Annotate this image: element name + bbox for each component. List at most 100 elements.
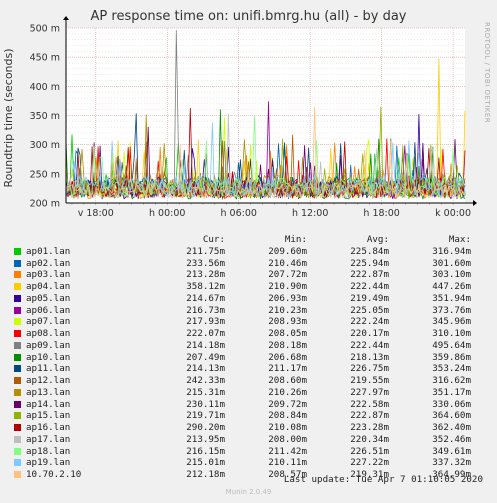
legend-row: ap15.lan 219.71m 208.84m 222.87m 364.60m [14, 410, 484, 422]
legend-max: 349.61m [432, 445, 471, 457]
legend-cur: 215.01m [186, 457, 225, 469]
x-axis-arrow [473, 200, 477, 206]
legend-min: 206.68m [268, 351, 307, 363]
legend-swatch [14, 294, 21, 302]
legend-row: ap14.lan 230.11m 209.72m 222.58m 330.06m [14, 399, 484, 411]
legend-min: 208.60m [268, 375, 307, 386]
legend-avg: 219.49m [350, 292, 389, 304]
legend-row: ap07.lan 217.93m 208.93m 222.24m 345.96m [14, 316, 484, 328]
legend-series-name: ap14.lan [26, 398, 71, 410]
legend-cur: 230.11m [186, 398, 225, 410]
legend-series-name: ap06.lan [26, 304, 71, 316]
legend-swatch [14, 330, 21, 337]
legend-series-name: ap08.lan [26, 328, 71, 339]
y-tick-label: 300 m [30, 140, 60, 151]
legend-max: 345.96m [432, 316, 471, 328]
legend-min: 208.00m [268, 433, 307, 445]
legend-row: ap03.lan 213.28m 207.72m 222.87m 303.10m [14, 269, 484, 281]
legend-cur: 219.71m [186, 410, 225, 422]
legend-swatch [14, 424, 21, 431]
legend-min: 207.72m [268, 269, 307, 281]
legend-max: 352.46m [432, 433, 471, 445]
legend-cur: 358.12m [186, 281, 225, 292]
legend-swatch [14, 365, 21, 373]
series-line [65, 122, 466, 198]
legend-row: ap17.lan 213.95m 208.00m 220.34m 352.46m [14, 434, 484, 446]
legend-swatch [14, 283, 21, 290]
legend-header-avg: Avg: [366, 234, 389, 245]
legend-row: ap13.lan 215.31m 210.26m 227.97m 351.17m [14, 387, 484, 399]
legend-swatch [14, 259, 21, 267]
legend-cur: 207.49m [186, 351, 225, 363]
legend-series-name: ap12.lan [26, 375, 71, 386]
legend-swatch [14, 388, 21, 396]
legend-row: ap04.lan 358.12m 210.90m 222.44m 447.26m [14, 281, 484, 293]
legend-series-name: ap18.lan [26, 445, 71, 457]
legend-min: 208.18m [268, 339, 307, 351]
legend-swatch [14, 353, 21, 361]
legend-max: 310.10m [432, 328, 471, 339]
legend-max: 330.06m [432, 398, 471, 410]
x-tick-label: k 00:00 [435, 208, 471, 219]
legend-cur: 215.31m [186, 386, 225, 398]
legend-swatch [14, 271, 21, 279]
legend-series-name: ap03.lan [26, 269, 71, 281]
legend-min: 206.93m [268, 292, 307, 304]
legend-swatch [14, 447, 21, 455]
legend-max: 303.10m [432, 269, 471, 281]
legend-row: ap16.lan 290.20m 210.08m 223.28m 362.40m [14, 422, 484, 434]
legend-swatch [14, 306, 21, 314]
legend-cur: 242.33m [186, 375, 225, 386]
legend-series-name: ap02.lan [26, 257, 71, 269]
legend-max: 353.24m [432, 363, 471, 375]
legend-min: 210.46m [268, 257, 307, 269]
chart-title: AP response time on: unifi.bmrg.hu (all)… [90, 9, 407, 24]
legend-max: 337.32m [432, 457, 471, 469]
legend-series-name: ap09.lan [26, 339, 71, 351]
legend-max: 362.40m [432, 422, 471, 433]
x-tick-label: h 06:00 [220, 208, 256, 219]
legend-max: 373.76m [432, 304, 471, 316]
legend-swatch [14, 435, 21, 443]
legend-min: 211.17m [268, 363, 307, 375]
x-tick-label: v 18:00 [78, 208, 114, 219]
last-update: Last update: Tue Apr 7 01:10:05 2020 [283, 474, 483, 485]
legend-min: 209.60m [268, 245, 307, 257]
legend-row: ap01.lan 211.75m 209.60m 225.84m 316.94m [14, 246, 484, 258]
legend-cur: 214.67m [186, 292, 225, 304]
legend-max: 364.60m [432, 410, 471, 422]
legend-avg: 227.22m [350, 457, 389, 469]
legend-series-name: ap10.lan [26, 351, 71, 363]
y-tick-label: 400 m [30, 82, 60, 93]
legend-row: 10.70.2.10 212.18m 208.57m 219.31m 364.99m [14, 469, 484, 481]
legend-series-name: ap01.lan [26, 245, 71, 257]
legend-row: ap08.lan 222.07m 208.05m 220.17m 310.10m [14, 328, 484, 340]
legend-max: 316.62m [432, 375, 471, 386]
legend-cur: 214.13m [186, 363, 225, 375]
legend-avg: 219.31m [350, 469, 389, 480]
legend-rows: ap01.lan 211.75m 209.60m 225.84m 316.94m ap02… [14, 246, 484, 481]
legend-avg: 225.84m [350, 245, 389, 257]
legend-row: ap12.lan 242.33m 208.60m 219.55m 316.62m [14, 375, 484, 387]
legend-series-name: ap13.lan [26, 386, 71, 398]
legend-series-name: ap19.lan [26, 457, 71, 469]
legend-header-cur: Cur: [202, 234, 225, 245]
legend-max: 301.60m [432, 257, 471, 269]
legend-min: 211.42m [268, 445, 307, 457]
legend-min: 209.72m [268, 398, 307, 410]
y-tick-label: 200 m [30, 199, 60, 210]
legend-avg: 222.44m [350, 281, 389, 292]
series-line [65, 115, 466, 197]
legend: Cur: Min: Avg: Max: ap01.lan 211.75m 209.6… [14, 234, 484, 481]
legend-avg: 222.87m [350, 269, 389, 281]
legend-cur: 213.95m [186, 433, 225, 445]
legend-series-name: 10.70.2.10 [26, 469, 82, 480]
x-tick-label: h 00:00 [149, 208, 185, 219]
legend-swatch [14, 400, 21, 408]
legend-max: 447.26m [432, 281, 471, 292]
legend-cur: 213.28m [186, 269, 225, 281]
legend-header-min: Min: [284, 234, 307, 245]
y-tick-label: 500 m [30, 24, 60, 35]
legend-max: 364.99m [432, 469, 471, 480]
